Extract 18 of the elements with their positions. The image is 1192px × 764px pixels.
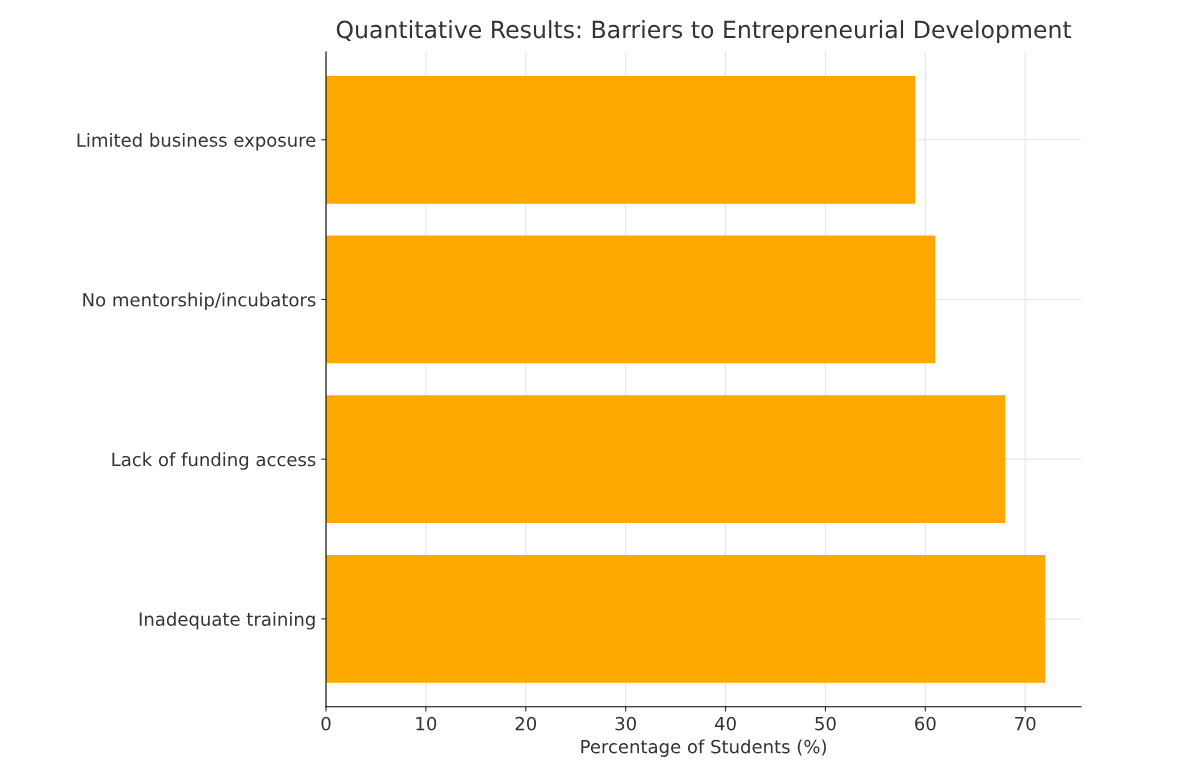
bar: [326, 75, 916, 204]
x-tick-label: 20: [515, 716, 537, 731]
x-tick-label: 60: [915, 716, 936, 731]
y-tick-label: Inadequate training: [139, 612, 315, 630]
x-tick-label: 40: [714, 716, 736, 731]
x-tick-label: 0: [321, 716, 331, 731]
bar: [326, 235, 936, 364]
x-tick-label: 10: [416, 716, 437, 731]
x-axis-title: Percentage of Students (%): [581, 739, 826, 757]
x-tick-label: 70: [1015, 716, 1036, 731]
y-tick-label: Lack of funding access: [112, 452, 316, 470]
y-tick-label: No mentorship/incubators: [83, 292, 316, 311]
x-tick-label: 30: [615, 716, 636, 731]
bar: [326, 395, 1006, 524]
chart-title: Quantitative Results: Barriers to Entrepreneurial Development: [336, 20, 1072, 43]
y-tick-label: Limited business exposure: [77, 132, 316, 151]
bar: [326, 554, 1046, 683]
x-tick-label: 50: [815, 716, 836, 731]
